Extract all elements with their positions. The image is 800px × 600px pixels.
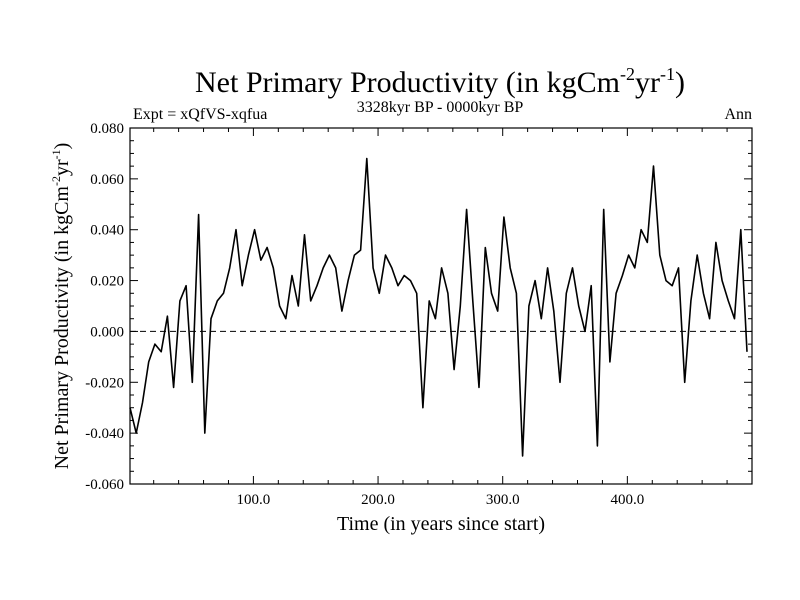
x-tick-label: 300.0 [486,492,520,508]
y-tick-label: -0.060 [85,477,124,493]
x-axis-label: Time (in years since start) [337,513,545,535]
y-tick-label: -0.040 [85,426,124,442]
x-tick-label: 100.0 [237,492,271,508]
y-tick-label: 0.080 [90,121,124,137]
x-tick-label: 200.0 [361,492,395,508]
x-tick-label: 400.0 [610,492,644,508]
experiment-label: Expt = xQfVS-xqfua [133,106,267,123]
y-tick-label: 0.020 [90,274,124,290]
y-tick-label: -0.020 [85,375,124,391]
season-label: Ann [724,106,752,123]
y-axis-label: Net Primary Productivity (in kgCm-2yr-1) [49,143,73,470]
y-tick-label: 0.060 [90,172,124,188]
npp-series-line [129,157,748,457]
chart-title: Net Primary Productivity (in kgCm-2yr-1) [195,64,685,99]
y-axis-ticks: -0.060 -0.040 -0.020 0.000 0.020 0.040 0.060 0.… [85,121,752,493]
y-tick-label: 0.000 [90,324,124,340]
y-tick-label: 0.040 [90,223,124,239]
plot-frame [129,127,753,485]
period-label: 3328kyr BP - 0000kyr BP [357,99,524,116]
series-group [129,157,748,457]
x-axis-ticks: 100.0 200.0 300.0 400.0 [153,128,753,508]
